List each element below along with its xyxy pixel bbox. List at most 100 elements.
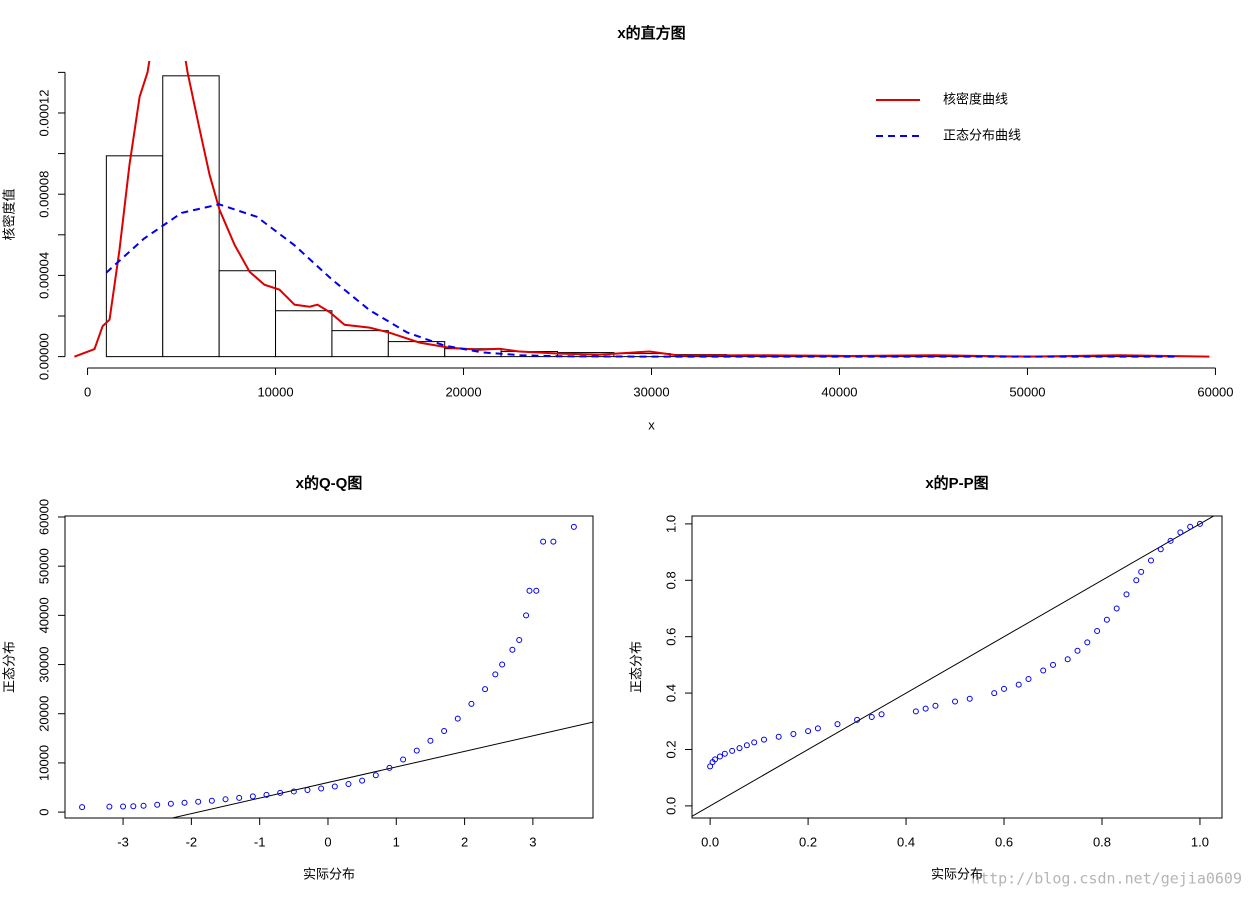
point xyxy=(195,798,202,805)
y-tick-label: 0.0 xyxy=(663,797,678,815)
point xyxy=(854,716,861,723)
point xyxy=(1074,647,1081,654)
point xyxy=(570,523,577,530)
legend-label: 核密度曲线 xyxy=(943,91,1008,106)
y-tick-label: 40000 xyxy=(36,597,51,633)
point xyxy=(222,796,229,803)
point xyxy=(1084,639,1091,646)
histogram-bar xyxy=(387,341,446,358)
point xyxy=(1001,685,1008,692)
point xyxy=(441,727,448,734)
watermark: http://blog.csdn.net/gejia0609 xyxy=(971,870,1242,888)
point xyxy=(359,777,366,784)
x-tick-label: -2 xyxy=(186,834,198,849)
plot-frame xyxy=(64,515,594,819)
point xyxy=(751,739,758,746)
point xyxy=(1167,537,1174,544)
point xyxy=(208,797,215,804)
point xyxy=(263,791,270,798)
point xyxy=(468,700,475,707)
x-axis-label: 实际分布 xyxy=(931,866,983,881)
point xyxy=(516,636,523,643)
x-tick-label: 0.4 xyxy=(897,834,915,849)
density-curve xyxy=(74,61,1210,358)
point xyxy=(372,772,379,779)
point xyxy=(761,736,768,743)
point xyxy=(523,612,530,619)
point xyxy=(1015,681,1022,688)
point xyxy=(922,705,929,712)
point xyxy=(499,661,506,668)
point xyxy=(413,747,420,754)
point xyxy=(454,715,461,722)
y-axis-label: 正态分布 xyxy=(628,641,643,693)
point xyxy=(167,800,174,807)
point xyxy=(540,538,547,545)
point xyxy=(120,803,127,810)
point xyxy=(290,788,297,795)
point xyxy=(386,764,393,771)
point xyxy=(533,587,540,594)
histogram-bar xyxy=(275,310,333,358)
y-tick-label: 50000 xyxy=(36,548,51,584)
point xyxy=(736,745,743,752)
point xyxy=(1094,628,1101,635)
x-tick-label: 0.2 xyxy=(799,834,817,849)
point xyxy=(1133,577,1140,584)
x-tick-label: 20000 xyxy=(445,384,481,399)
histogram-bar xyxy=(218,270,277,358)
point xyxy=(1064,656,1071,663)
point xyxy=(721,750,728,757)
x-tick-label: 1.0 xyxy=(1191,834,1209,849)
point xyxy=(1177,529,1184,536)
x-tick-label: 40000 xyxy=(821,384,857,399)
point xyxy=(130,803,137,810)
point xyxy=(1040,667,1047,674)
point xyxy=(743,742,750,749)
point xyxy=(492,671,499,678)
x-tick-label: 3 xyxy=(529,834,536,849)
plot-area xyxy=(74,61,1210,358)
x-tick-label: 1 xyxy=(393,834,400,849)
y-axis-label: 核密度值 xyxy=(1,188,16,240)
x-tick-label: 0.0 xyxy=(701,834,719,849)
y-axis-label: 正态分布 xyxy=(1,641,16,693)
x-tick-label: -1 xyxy=(254,834,266,849)
plot-area xyxy=(692,516,1215,817)
point xyxy=(1050,661,1057,668)
point xyxy=(712,756,719,763)
plot-frame xyxy=(691,515,1223,819)
point xyxy=(345,781,352,788)
point xyxy=(966,695,973,702)
y-tick-label: 0.00012 xyxy=(36,89,51,136)
histogram-bar xyxy=(105,155,164,358)
point xyxy=(318,785,325,792)
chart-title: x的直方图 xyxy=(617,24,685,42)
y-tick-label: 0.00008 xyxy=(36,171,51,218)
point xyxy=(181,799,188,806)
point xyxy=(331,783,338,790)
y-tick-label: 0.00004 xyxy=(36,252,51,299)
point xyxy=(716,753,723,760)
x-axis-label: x xyxy=(648,417,655,432)
y-tick-label: 0.6 xyxy=(663,628,678,646)
point xyxy=(140,802,147,809)
histogram-bar xyxy=(162,75,220,358)
point xyxy=(1123,591,1130,598)
x-tick-label: 10000 xyxy=(257,384,293,399)
point xyxy=(1113,605,1120,612)
density-curve xyxy=(105,203,1178,358)
point xyxy=(509,646,516,653)
point xyxy=(814,725,821,732)
point xyxy=(868,714,875,721)
y-tick-label: 30000 xyxy=(36,646,51,682)
point xyxy=(991,690,998,697)
y-tick-label: 1.0 xyxy=(663,515,678,533)
y-tick-label: 10000 xyxy=(36,745,51,781)
y-tick-label: 0.8 xyxy=(663,571,678,589)
x-tick-label: 60000 xyxy=(1197,384,1233,399)
point xyxy=(1157,546,1164,553)
histogram-bar xyxy=(331,330,389,358)
x-tick-label: -3 xyxy=(117,834,129,849)
